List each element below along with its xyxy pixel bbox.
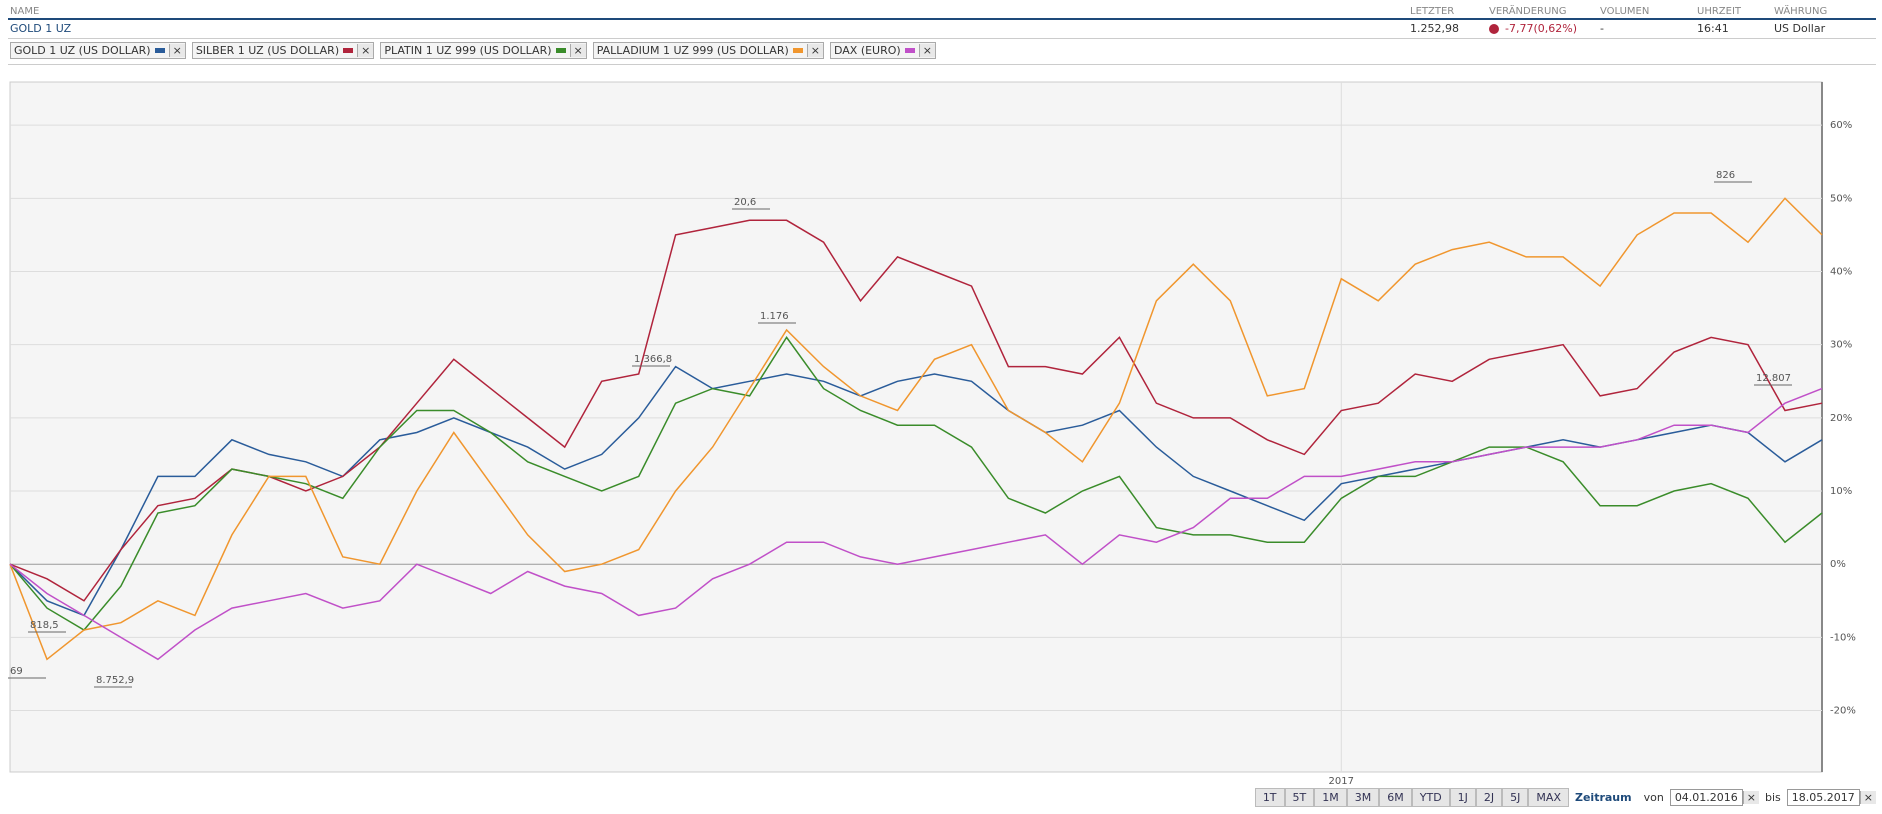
range-button[interactable]: MAX xyxy=(1528,788,1569,807)
legend-label: GOLD 1 UZ (US DOLLAR) xyxy=(14,44,151,57)
range-button[interactable]: 1M xyxy=(1314,788,1347,807)
cell: -7,77(0,62%) xyxy=(1505,22,1577,35)
remove-button[interactable]: × xyxy=(168,44,185,57)
annotation: 1.176 xyxy=(760,311,789,322)
table-row[interactable]: GOLD 1 UZ 1.252,98 -7,77(0,62%) - 16:41 US Do… xyxy=(8,20,1876,39)
y-tick-label: 0% xyxy=(1830,559,1846,570)
column-header: NAME xyxy=(10,6,40,17)
range-button[interactable]: 1T xyxy=(1254,788,1285,807)
controls: 1T 5T 1M 3M 6M YTD 1J 2J 5J MAX Zeitraum von 04.01.2… xyxy=(1254,788,1876,807)
y-tick-label: 50% xyxy=(1830,193,1852,204)
legend-item[interactable]: SILBER 1 UZ (US DOLLAR) × xyxy=(191,42,375,59)
legend-label: DAX (EURO) xyxy=(833,44,901,57)
remove-button[interactable]: × xyxy=(806,44,823,57)
period-label[interactable]: Zeitraum xyxy=(1574,791,1632,804)
down-icon xyxy=(1489,24,1499,34)
cell: US Dollar xyxy=(1774,22,1826,35)
legend-label: PLATIN 1 UZ 999 (US DOLLAR) xyxy=(384,44,552,57)
from-clear[interactable]: × xyxy=(1742,791,1760,804)
annotation: 12.807 xyxy=(1756,373,1791,384)
column-header: LETZTER xyxy=(1410,6,1455,17)
y-tick-label: 20% xyxy=(1830,413,1852,424)
legend-swatch xyxy=(555,48,566,53)
to-input[interactable]: 18.05.2017 xyxy=(1786,789,1860,806)
from-input[interactable]: 04.01.2016 xyxy=(1669,789,1743,806)
from-label: von xyxy=(1643,791,1664,804)
to-clear[interactable]: × xyxy=(1859,791,1876,804)
legend-label: SILBER 1 UZ (US DOLLAR) xyxy=(195,44,340,57)
range-button[interactable]: 5T xyxy=(1284,788,1315,807)
range-button[interactable]: 5J xyxy=(1502,788,1529,807)
column-header: WÄHRUNG xyxy=(1774,6,1828,17)
legend-item[interactable]: PALLADIUM 1 UZ 999 (US DOLLAR) × xyxy=(592,42,824,59)
annotation: 826 xyxy=(1716,170,1735,181)
legend-item[interactable]: GOLD 1 UZ (US DOLLAR) × xyxy=(10,42,186,59)
legend-swatch xyxy=(154,48,165,53)
legend-label: PALLADIUM 1 UZ 999 (US DOLLAR) xyxy=(596,44,789,57)
range-button[interactable]: YTD xyxy=(1411,788,1450,807)
range-button[interactable]: 6M xyxy=(1379,788,1412,807)
y-tick-label: 10% xyxy=(1830,486,1852,497)
column-header: VOLUMEN xyxy=(1600,6,1650,17)
y-tick-label: -20% xyxy=(1830,706,1856,717)
legend-item[interactable]: DAX (EURO) × xyxy=(829,42,936,59)
cell: 16:41 xyxy=(1697,22,1729,35)
annotation: 1.366,8 xyxy=(634,354,672,365)
column-header: VERÄNDERUNG xyxy=(1489,6,1567,17)
range-button[interactable]: 1J xyxy=(1449,788,1476,807)
annotation: 8.752,9 xyxy=(96,675,134,686)
remove-button[interactable]: × xyxy=(569,44,586,57)
table-header: NAME LETZTER VERÄNDERUNG VOLUMEN UHRZEIT WÄHR… xyxy=(8,4,1876,20)
cell: GOLD 1 UZ xyxy=(10,22,72,35)
legend-swatch xyxy=(343,48,354,53)
to-label: bis xyxy=(1765,791,1781,804)
legend: GOLD 1 UZ (US DOLLAR) × SILBER 1 UZ (US DO… xyxy=(10,42,936,59)
annotation: 20,6 xyxy=(734,197,756,208)
y-tick-label: 60% xyxy=(1830,120,1852,131)
legend-swatch xyxy=(904,48,915,53)
column-header: UHRZEIT xyxy=(1697,6,1742,17)
range-button[interactable]: 3M xyxy=(1346,788,1380,807)
annotation: 818,5 xyxy=(30,620,59,631)
cell: 1.252,98 xyxy=(1410,22,1459,35)
range-button[interactable]: 2J xyxy=(1475,788,1503,807)
legend-swatch xyxy=(792,48,803,53)
plot-area xyxy=(9,81,1823,773)
x-tick-label: 2017 xyxy=(1329,776,1354,787)
remove-button[interactable]: × xyxy=(357,44,374,57)
y-tick-label: 40% xyxy=(1830,267,1852,278)
divider xyxy=(8,64,1876,65)
legend-item[interactable]: PLATIN 1 UZ 999 (US DOLLAR) × xyxy=(380,42,587,59)
annotation: 69 xyxy=(10,666,23,677)
series-line xyxy=(9,197,1823,661)
remove-button[interactable]: × xyxy=(918,44,935,57)
cell: - xyxy=(1600,22,1604,35)
series-line xyxy=(9,336,1823,631)
y-tick-label: 30% xyxy=(1830,340,1852,351)
y-tick-label: -10% xyxy=(1830,632,1856,643)
series-line xyxy=(9,387,1823,661)
